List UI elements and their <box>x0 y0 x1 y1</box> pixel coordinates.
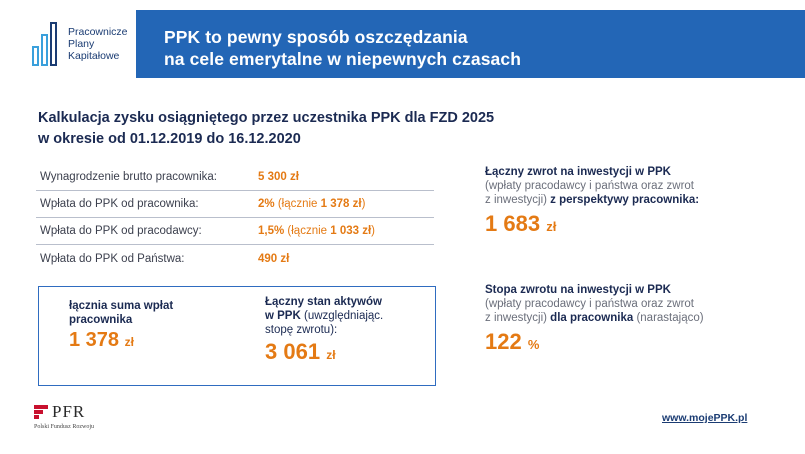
banner-line-2: na cele emerytalne w niepewnych czasach <box>164 49 521 69</box>
row-value: 5 300 zł <box>258 171 299 183</box>
label-line: w PPK (uwzględniając. <box>265 309 435 323</box>
return-rate-sub-1: (wpłaty pracodawcy i państwa oraz zwrot <box>485 298 694 310</box>
logo-line: Plany <box>68 38 95 50</box>
calculation-title: Kalkulacja zysku osiągniętego przez ucze… <box>38 108 578 150</box>
label-thin: (uwzględniając. <box>300 310 384 322</box>
row-paren-open: (łącznie <box>274 198 321 210</box>
label-line: łącznia suma wpłat <box>69 300 174 312</box>
pfr-name: PFR <box>52 402 86 421</box>
value-unit: % <box>527 337 540 352</box>
table-row: Wpłata do PPK od pracodawcy: 1,5% (łączn… <box>36 218 434 245</box>
total-return-title: Łączny zwrot na inwestycji w PPK <box>485 166 671 178</box>
total-return-value: 1 683 zł <box>485 211 785 237</box>
return-rate-title: Stopa zwrotu na inwestycji w PPK <box>485 284 671 296</box>
calculation-title-line-2: w okresie od 01.12.2019 do 16.12.2020 <box>38 131 301 147</box>
total-contributions: łącznia suma wpłat pracownika 1 378 zł <box>69 299 239 352</box>
row-value: 490 zł <box>258 252 290 265</box>
row-paren-value: 1 378 zł <box>320 198 362 210</box>
return-rate-sub-2: z inwestycji) dla pracownika (narastając… <box>485 311 785 325</box>
contributions-table: Wynagrodzenie brutto pracownika: 5 300 z… <box>36 164 434 272</box>
pfr-subtitle: Polski Fundusz Rozwoju <box>34 424 95 430</box>
value-unit: zł <box>124 335 134 349</box>
total-contributions-label: łącznia suma wpłat pracownika <box>69 299 239 327</box>
banner-line-1: PPK to pewny sposób oszczędzania <box>164 27 468 47</box>
return-rate-block: Stopa zwrotu na inwestycji w PPK (wpłaty… <box>485 283 785 355</box>
row-value-group: 2% (łącznie 1 378 zł) <box>258 198 365 210</box>
label-bold: w PPK <box>265 310 301 322</box>
calculation-title-line-1: Kalkulacja zysku osiągniętego przez ucze… <box>38 110 495 126</box>
ppk-logo: Pracownicze Plany Kapitałowe <box>32 18 142 70</box>
header-banner: PPK to pewny sposób oszczędzania na cele… <box>136 10 805 78</box>
value-unit: zł <box>546 219 557 234</box>
sub-tail: (narastająco) <box>633 312 704 324</box>
row-paren-close: ) <box>371 225 376 237</box>
row-value: 1,5% <box>258 225 285 237</box>
row-label: Wpłata do PPK od pracodawcy: <box>40 225 202 237</box>
logo-line: Pracownicze <box>68 26 128 38</box>
ppk-logo-icon <box>32 22 57 66</box>
row-paren-close: ) <box>361 198 366 210</box>
sub-thin: z inwestycji) <box>485 312 547 324</box>
row-paren-value: 1 033 zł <box>330 225 372 237</box>
summary-box: łącznia suma wpłat pracownika 1 378 zł Ł… <box>38 286 436 386</box>
row-paren-open: (łącznie <box>284 225 331 237</box>
total-assets: Łączny stan aktywów w PPK (uwzględniając… <box>265 295 435 365</box>
value-number: 1 378 <box>69 329 120 351</box>
label-line: stopę zwrotu): <box>265 324 338 336</box>
pfr-logo: PFR Polski Fundusz Rozwoju <box>34 402 124 430</box>
return-rate-value: 122 % <box>485 329 785 355</box>
total-assets-label: Łączny stan aktywów w PPK (uwzględniając… <box>265 295 435 337</box>
row-label: Wynagrodzenie brutto pracownika: <box>40 171 217 183</box>
row-label: Wpłata do PPK od Państwa: <box>40 252 185 265</box>
total-return-sub-2: z inwestycji) z perspektywy pracownika: <box>485 193 785 207</box>
value-number: 122 <box>485 329 522 354</box>
value-unit: zł <box>326 348 336 362</box>
total-return-block: Łączny zwrot na inwestycji w PPK (wpłaty… <box>485 165 785 237</box>
table-row: Wynagrodzenie brutto pracownika: 5 300 z… <box>36 164 434 191</box>
sub-bold: dla pracownika <box>546 312 634 324</box>
label-line: pracownika <box>69 314 133 326</box>
total-assets-value: 3 061 zł <box>265 339 435 365</box>
label-line: Łączny stan aktywów <box>265 296 382 308</box>
table-row: Wpłata do PPK od pracownika: 2% (łącznie… <box>36 191 434 218</box>
row-value: 2% <box>258 198 275 210</box>
ppk-logo-text: Pracownicze Plany Kapitałowe <box>68 26 128 62</box>
sub-thin: z inwestycji) <box>485 194 547 206</box>
website-link[interactable]: www.mojePPK.pl <box>662 412 748 424</box>
total-return-sub-1: (wpłaty pracodawcy i państwa oraz zwrot <box>485 180 694 192</box>
row-value-group: 1,5% (łącznie 1 033 zł) <box>258 225 375 237</box>
pfr-icon <box>34 405 48 419</box>
logo-line: Kapitałowe <box>68 50 120 62</box>
table-row: Wpłata do PPK od Państwa: 490 zł <box>36 245 434 272</box>
row-label: Wpłata do PPK od pracownika: <box>40 198 199 210</box>
value-number: 1 683 <box>485 211 541 236</box>
sub-bold: z perspektywy pracownika: <box>546 194 700 206</box>
total-contributions-value: 1 378 zł <box>69 329 239 352</box>
value-number: 3 061 <box>265 339 321 364</box>
